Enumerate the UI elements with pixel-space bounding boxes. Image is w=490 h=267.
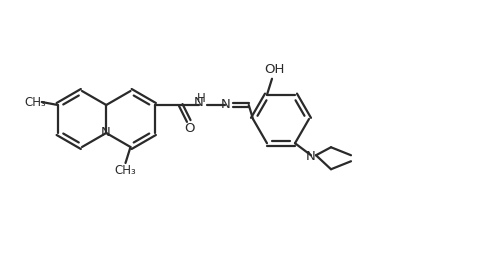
Text: N: N <box>306 150 316 163</box>
Text: CH₃: CH₃ <box>24 96 46 108</box>
Text: N: N <box>221 97 231 111</box>
Text: N: N <box>194 96 204 108</box>
Text: H: H <box>197 92 206 104</box>
Text: O: O <box>185 123 195 135</box>
Text: OH: OH <box>264 63 284 76</box>
Text: CH₃: CH₃ <box>115 164 136 178</box>
Text: N: N <box>100 125 110 139</box>
